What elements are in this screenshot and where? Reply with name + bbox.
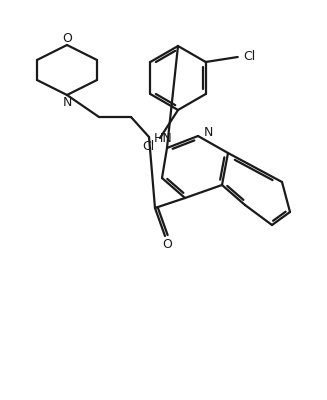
Text: Cl: Cl <box>244 50 256 64</box>
Text: O: O <box>162 238 172 250</box>
Text: Cl: Cl <box>142 140 154 152</box>
Text: N: N <box>62 96 72 110</box>
Text: N: N <box>203 126 213 140</box>
Text: HN: HN <box>154 132 173 146</box>
Text: O: O <box>62 32 72 44</box>
